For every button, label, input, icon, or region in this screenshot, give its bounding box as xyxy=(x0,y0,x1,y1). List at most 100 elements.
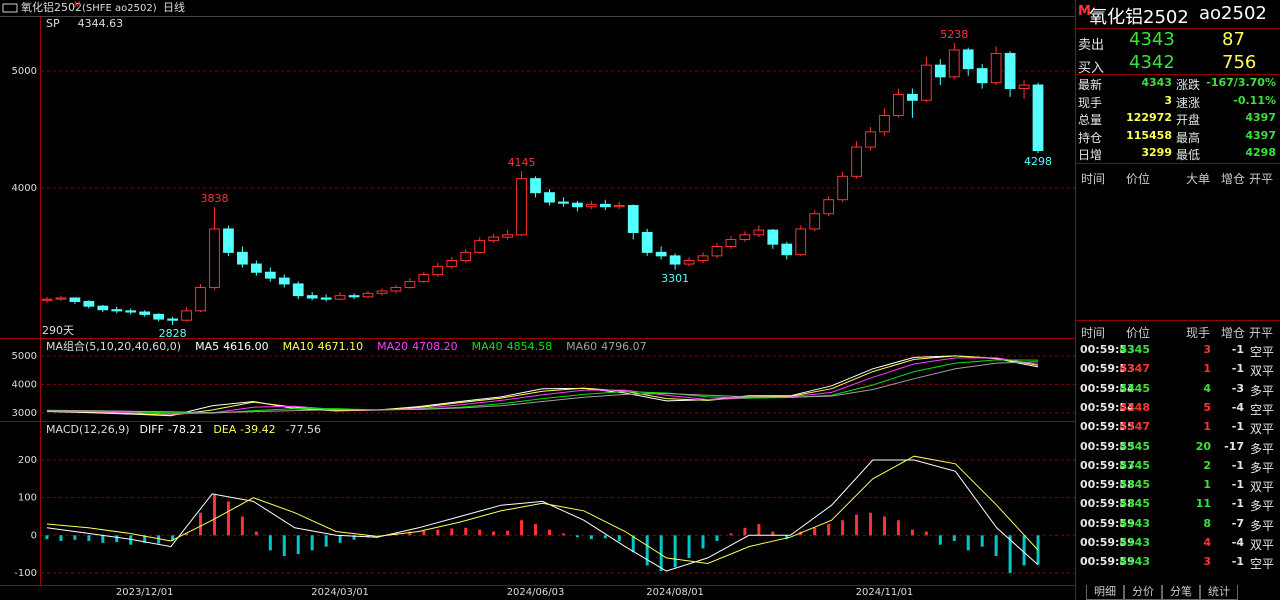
tab[interactable]: 分笔 xyxy=(1162,585,1200,600)
macd-bar xyxy=(631,535,635,553)
macd-bar xyxy=(115,535,119,543)
y-tick-label: 5000 xyxy=(12,66,37,77)
macd-bar xyxy=(882,516,886,536)
legend-item: DIFF xyxy=(140,423,164,436)
badge: M xyxy=(1078,4,1091,19)
candle-body xyxy=(851,146,862,177)
candle-body xyxy=(948,49,960,78)
tab[interactable]: 明细 xyxy=(1086,585,1124,600)
trade-change: -1 xyxy=(1231,458,1244,472)
trade-volume: 5 xyxy=(1203,400,1211,414)
legend-item: MA40 xyxy=(472,340,503,353)
macd-bar xyxy=(422,530,426,536)
candle-body xyxy=(125,310,137,313)
candle-body xyxy=(865,131,876,148)
macd-bar xyxy=(310,535,314,551)
trade-change: -3 xyxy=(1231,381,1244,395)
legend-item: -39.42 xyxy=(240,423,275,436)
macd-bar xyxy=(185,533,189,536)
candle-body xyxy=(572,202,583,208)
macd-bar xyxy=(268,535,272,551)
macd-bar xyxy=(869,512,873,536)
ma-line xyxy=(46,355,1039,416)
candle-body xyxy=(460,251,472,262)
low-label: 2828 xyxy=(159,327,187,340)
legend-item: MA5 xyxy=(195,340,219,353)
legend-item: MA10 xyxy=(283,340,314,353)
macd-bar xyxy=(87,535,91,541)
macd-bar xyxy=(743,527,747,536)
legend-item: MA20 xyxy=(377,340,408,353)
macd-bar xyxy=(547,529,551,536)
macd-bar xyxy=(910,529,914,536)
candle-body xyxy=(111,309,123,312)
legend-item: 4796.07 xyxy=(601,340,647,353)
candle-body xyxy=(97,305,109,311)
column-header: 增仓 xyxy=(1221,172,1246,186)
x-tick-label: 2024/11/01 xyxy=(856,587,914,598)
candle-body xyxy=(920,64,932,101)
macd-bar xyxy=(575,535,579,538)
trade-change: -4 xyxy=(1231,400,1244,414)
y-tick-label: 200 xyxy=(18,455,37,466)
macd-bar xyxy=(534,524,538,536)
trade-type: 多平 xyxy=(1250,518,1275,533)
candle-body xyxy=(669,255,681,265)
buy-label: 买入 xyxy=(1078,61,1105,76)
candle-body xyxy=(641,231,653,253)
trade-time: 00:59:55 xyxy=(1080,420,1135,434)
column-header: 价位 xyxy=(1126,326,1151,340)
trade-price: 4343 xyxy=(1119,536,1150,549)
stat-value: 115458 xyxy=(1126,128,1172,142)
charts: 氧化铝2502 M (SHFE ao2502) 日线 4000 5000 SP 434… xyxy=(0,0,1075,598)
high-label: 4145 xyxy=(508,156,536,169)
menu-icon[interactable] xyxy=(2,3,18,13)
candle-body xyxy=(907,93,918,101)
candle-body xyxy=(990,52,1002,84)
period-selector[interactable]: 日线 xyxy=(163,0,185,14)
stat-value: -0.11% xyxy=(1233,93,1276,107)
candle-body xyxy=(181,310,192,321)
macd-bar xyxy=(157,535,161,544)
column-header: 开平 xyxy=(1249,326,1274,340)
trade-change: -17 xyxy=(1224,439,1244,453)
candle-body xyxy=(83,300,95,307)
macd-bar xyxy=(687,535,691,558)
trade-price: 4345 xyxy=(1119,381,1150,395)
trade-change: -1 xyxy=(1231,555,1244,569)
candle-body xyxy=(502,234,513,238)
macd-bar xyxy=(855,514,859,536)
macd-bar xyxy=(282,535,286,557)
macd-bar xyxy=(436,529,440,536)
macd-bar xyxy=(324,535,328,547)
candle-body xyxy=(264,271,276,279)
candle-body xyxy=(837,175,848,201)
panel-legend: MACD(12,26,9) DIFF -78.21 DEA -39.42 -77.56 xyxy=(46,423,321,436)
macd-bar xyxy=(45,535,49,540)
macd-bar xyxy=(366,535,370,538)
candle-body xyxy=(404,281,416,288)
candle-body xyxy=(767,229,779,245)
y-tick-label: 4000 xyxy=(12,183,37,194)
tab[interactable]: 分价 xyxy=(1124,585,1162,600)
stat-value: 4298 xyxy=(1245,146,1276,159)
x-tick-label: 2024/06/03 xyxy=(507,587,565,598)
y-tick-label: 4000 xyxy=(12,379,37,390)
stat-value: 4397 xyxy=(1245,111,1276,124)
trade-time: 00:59:54 xyxy=(1080,381,1135,395)
trade-type: 双平 xyxy=(1250,538,1275,552)
macd-bar xyxy=(101,535,105,543)
legend-item: MA组合(5,10,20,40,60,0) xyxy=(46,339,181,353)
candle-body xyxy=(711,246,723,257)
macd-line xyxy=(46,455,1039,565)
macd-bar xyxy=(212,493,216,536)
legend-item: 4616.00 xyxy=(223,340,269,353)
panel-legend: SP 4344.63 xyxy=(46,17,123,30)
trade-price: 4343 xyxy=(1119,555,1150,569)
macd-bar xyxy=(129,535,133,545)
tab[interactable]: 统计 xyxy=(1200,585,1238,600)
candle-body xyxy=(781,243,793,256)
trade-time: 00:59:57 xyxy=(1080,458,1135,472)
candle-body xyxy=(237,251,248,265)
macd-bar xyxy=(715,535,719,541)
